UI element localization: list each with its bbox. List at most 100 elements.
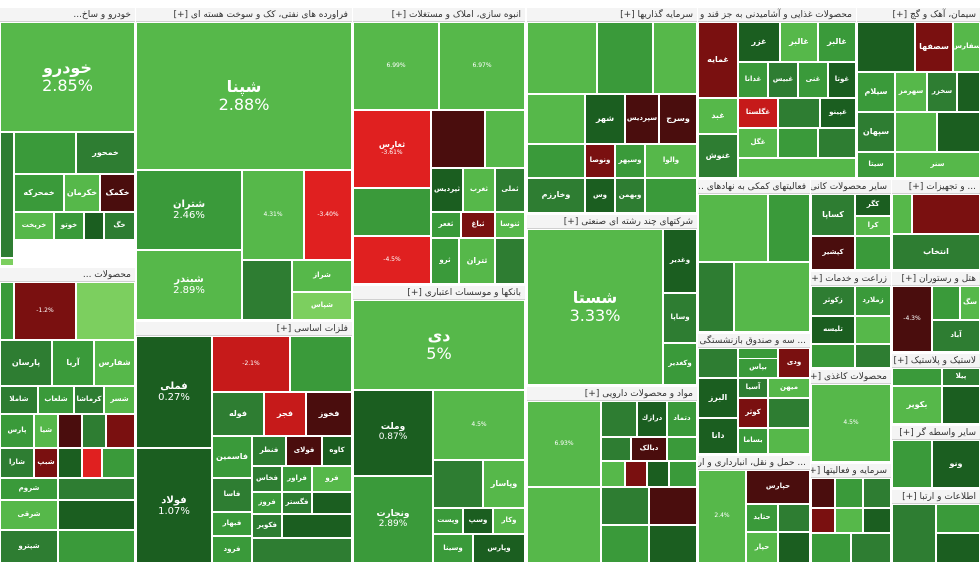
stock-tile[interactable]: خودرو 2.85% <box>0 22 135 132</box>
stock-tile[interactable]: خگ <box>104 212 135 240</box>
stock-tile[interactable]: کاوه <box>322 436 352 466</box>
stock-tile[interactable] <box>645 178 697 213</box>
stock-tile[interactable] <box>835 478 863 508</box>
stock-tile[interactable] <box>290 336 352 392</box>
stock-tile[interactable]: کساپا <box>811 194 855 236</box>
stock-tile[interactable] <box>282 514 352 538</box>
stock-tile[interactable] <box>527 487 601 563</box>
stock-tile[interactable]: فکوير <box>252 514 282 538</box>
stock-tile[interactable] <box>527 144 585 178</box>
stock-tile[interactable]: حپارس <box>746 470 810 504</box>
stock-tile[interactable]: آباد <box>932 320 980 352</box>
stock-tile[interactable]: غنی <box>798 62 828 98</box>
sector-header[interactable]: سایر محصولات کانی [+] <box>811 180 891 194</box>
stock-tile[interactable]: سفارس <box>953 22 980 72</box>
stock-tile[interactable]: ثغعر <box>431 212 461 238</box>
stock-tile[interactable]: وسپهر <box>615 144 645 178</box>
stock-tile[interactable] <box>58 448 82 478</box>
stock-tile[interactable]: پارس <box>0 414 34 448</box>
sector-header[interactable]: محصولات غذایی و آشامیدنی به جز قند و شکر… <box>698 8 856 22</box>
stock-tile[interactable] <box>601 487 649 525</box>
sector-header[interactable]: ... و تجهیزات [+] <box>892 180 980 194</box>
stock-tile[interactable] <box>857 22 915 72</box>
stock-tile[interactable] <box>811 508 835 533</box>
stock-tile[interactable]: سپهان <box>857 112 895 152</box>
stock-tile[interactable]: 4.31% <box>242 170 304 260</box>
stock-tile[interactable]: -4.5% <box>353 236 431 284</box>
stock-tile[interactable] <box>0 282 14 340</box>
stock-tile[interactable]: وخارزم <box>527 178 585 213</box>
stock-tile[interactable] <box>912 194 980 234</box>
stock-tile[interactable]: 6.97% <box>439 22 525 110</box>
stock-tile[interactable]: -1.2% <box>14 282 76 340</box>
stock-tile[interactable] <box>778 532 810 563</box>
stock-tile[interactable]: غالبر <box>818 22 856 62</box>
stock-tile[interactable]: بپاس <box>738 358 778 378</box>
stock-tile[interactable]: زکوثر <box>811 286 855 316</box>
stock-tile[interactable] <box>653 22 697 94</box>
stock-tile[interactable]: شپنا 2.88% <box>136 22 352 170</box>
stock-tile[interactable] <box>58 530 135 563</box>
stock-tile[interactable]: شستا 3.33% <box>527 229 663 385</box>
stock-tile[interactable]: حتاید <box>746 504 778 532</box>
stock-tile[interactable] <box>649 525 697 563</box>
sector-header[interactable]: اطلاعات و ارتبا [+] <box>892 490 980 504</box>
stock-tile[interactable]: فوله <box>212 392 264 436</box>
stock-tile[interactable]: 6.99% <box>353 22 439 110</box>
stock-tile[interactable] <box>698 348 738 378</box>
stock-tile[interactable]: شپترو <box>0 530 58 563</box>
stock-tile[interactable] <box>778 128 818 158</box>
stock-tile[interactable]: زملارد <box>855 286 891 316</box>
stock-tile[interactable] <box>734 262 810 332</box>
stock-tile[interactable] <box>895 112 937 152</box>
sector-header[interactable]: محصولات ... <box>0 268 135 282</box>
sector-header[interactable]: انبوه سازی، املاک و مستغلات [+] <box>353 8 525 22</box>
stock-tile[interactable]: غگل <box>738 128 778 158</box>
stock-tile[interactable]: شتران 2.46% <box>136 170 242 250</box>
stock-tile[interactable]: فبهار <box>212 512 252 536</box>
stock-tile[interactable]: غبد <box>698 98 738 134</box>
stock-tile[interactable]: وبهمن <box>615 178 645 213</box>
stock-tile[interactable]: غدانا <box>738 62 768 98</box>
stock-tile[interactable]: -2.1% <box>212 336 290 392</box>
stock-tile[interactable]: خکرمان <box>64 174 100 212</box>
stock-tile[interactable] <box>892 440 932 488</box>
stock-tile[interactable]: بساما <box>738 428 768 454</box>
stock-tile[interactable] <box>835 508 863 533</box>
stock-tile[interactable] <box>0 258 14 266</box>
stock-tile[interactable]: 2.4% <box>698 470 746 563</box>
stock-tile[interactable] <box>58 500 135 530</box>
stock-tile[interactable] <box>353 188 431 236</box>
stock-tile[interactable]: کرماشا <box>74 386 104 414</box>
stock-tile[interactable]: خمحرکه <box>14 174 64 212</box>
stock-tile[interactable]: والوا <box>645 144 697 178</box>
stock-tile[interactable]: شفارس <box>94 340 135 386</box>
stock-tile[interactable]: ودی <box>778 348 810 378</box>
sector-header[interactable]: مواد و محصولات دارویی [+] <box>527 387 697 401</box>
stock-tile[interactable]: شسر <box>104 386 135 414</box>
stock-tile[interactable]: خوتو <box>54 212 84 240</box>
stock-tile[interactable] <box>698 262 734 332</box>
stock-tile[interactable]: وپست <box>433 508 463 534</box>
stock-tile[interactable]: پیلا <box>942 368 980 386</box>
stock-tile[interactable] <box>942 386 980 424</box>
stock-tile[interactable] <box>768 428 810 454</box>
stock-tile[interactable]: شروم <box>0 478 58 500</box>
stock-tile[interactable]: کپشیر <box>811 236 855 270</box>
stock-tile[interactable]: ونو <box>932 440 980 488</box>
stock-tile[interactable]: ونجارت 2.89% <box>353 476 433 563</box>
stock-tile[interactable] <box>892 504 936 563</box>
sector-header[interactable]: سرمایه گذاریها [+] <box>527 8 697 22</box>
sector-header[interactable]: سایر واسطه گر [+] <box>892 426 980 440</box>
stock-tile[interactable] <box>818 128 856 158</box>
stock-tile[interactable] <box>433 460 483 508</box>
stock-tile[interactable]: آریا <box>52 340 94 386</box>
stock-tile[interactable]: شرقی <box>0 500 58 530</box>
stock-tile[interactable]: وسینا <box>433 534 473 563</box>
stock-tile[interactable]: کوثر <box>738 398 768 428</box>
stock-tile[interactable] <box>863 508 891 533</box>
stock-tile[interactable]: سصفها <box>915 22 953 72</box>
stock-tile[interactable]: دبالک <box>631 437 667 461</box>
stock-tile[interactable]: ثنوسا <box>495 212 525 238</box>
stock-tile[interactable] <box>601 437 631 461</box>
